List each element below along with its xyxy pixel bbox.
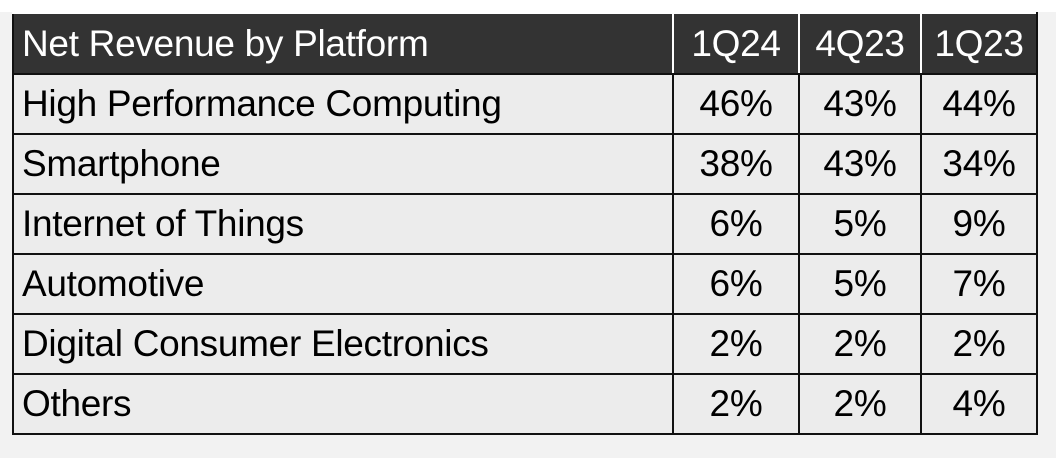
- value-cell: 6%: [672, 253, 800, 315]
- table-row: Internet of Things 6% 5% 9%: [12, 193, 1038, 255]
- background: [0, 0, 1056, 12]
- table-row: Others 2% 2% 4%: [12, 373, 1038, 435]
- value-cell: 38%: [672, 133, 800, 195]
- row-label: Automotive: [12, 253, 674, 315]
- header-cell: 1Q24: [672, 12, 800, 75]
- value-cell: 2%: [798, 373, 922, 435]
- header-cell: 4Q23: [798, 12, 922, 75]
- row-label: High Performance Computing: [12, 73, 674, 135]
- value-cell: 5%: [798, 193, 922, 255]
- value-cell: 43%: [798, 73, 922, 135]
- value-cell: 7%: [920, 253, 1038, 315]
- table-row: Digital Consumer Electronics 2% 2% 2%: [12, 313, 1038, 375]
- value-cell: 34%: [920, 133, 1038, 195]
- value-cell: 9%: [920, 193, 1038, 255]
- header-title: Net Revenue by Platform: [12, 12, 674, 75]
- value-cell: 2%: [798, 313, 922, 375]
- value-cell: 5%: [798, 253, 922, 315]
- value-cell: 6%: [672, 193, 800, 255]
- value-cell: 46%: [672, 73, 800, 135]
- table-row: High Performance Computing 46% 43% 44%: [12, 73, 1038, 135]
- row-label: Internet of Things: [12, 193, 674, 255]
- value-cell: 43%: [798, 133, 922, 195]
- value-cell: 2%: [672, 373, 800, 435]
- table-body: High Performance Computing 46% 43% 44% Smart…: [12, 73, 1038, 435]
- value-cell: 2%: [920, 313, 1038, 375]
- value-cell: 2%: [672, 313, 800, 375]
- row-label: Others: [12, 373, 674, 435]
- table-row: Automotive 6% 5% 7%: [12, 253, 1038, 315]
- table-header: Net Revenue by Platform 1Q24 4Q23 1Q23: [12, 12, 1038, 75]
- value-cell: 44%: [920, 73, 1038, 135]
- row-label: Smartphone: [12, 133, 674, 195]
- header-cell: 1Q23: [920, 12, 1038, 75]
- header-row: Net Revenue by Platform 1Q24 4Q23 1Q23: [12, 12, 1038, 75]
- row-label: Digital Consumer Electronics: [12, 313, 674, 375]
- revenue-table: Net Revenue by Platform 1Q24 4Q23 1Q23 High…: [12, 12, 1038, 435]
- value-cell: 4%: [920, 373, 1038, 435]
- table-row: Smartphone 38% 43% 34%: [12, 133, 1038, 195]
